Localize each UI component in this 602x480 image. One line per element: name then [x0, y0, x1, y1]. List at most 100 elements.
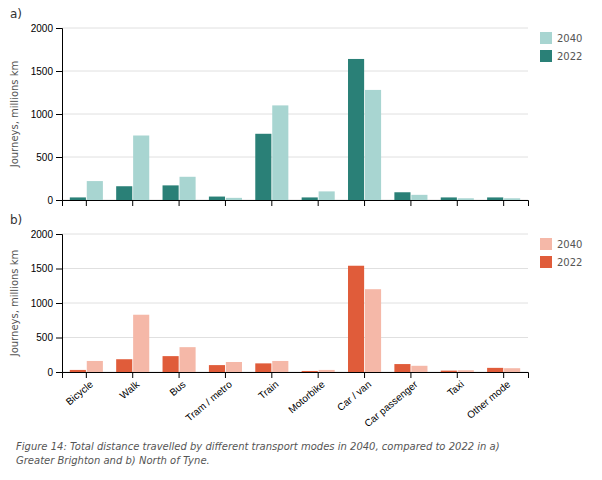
legend-item: 2040: [540, 32, 582, 44]
bar: [116, 359, 132, 372]
tick-mark: [503, 372, 504, 378]
tick-label: Bus: [167, 379, 187, 399]
tick-mark: [179, 372, 180, 378]
tick-label: 1000: [31, 109, 54, 120]
tick-mark: [457, 200, 458, 206]
caption: Greater Brighton and b) North of Tyne.: [16, 455, 210, 466]
tick-mark: [225, 372, 226, 378]
tick-mark: [503, 200, 504, 206]
tick-mark: [132, 200, 133, 206]
tick: [457, 200, 458, 206]
bar: [255, 363, 271, 372]
bar: [272, 105, 288, 200]
tick-label: Bicycle: [64, 378, 96, 407]
subplot: 0500100015002000a)Journeys, millions km2…: [9, 7, 582, 206]
tick: Taxi: [445, 372, 466, 398]
tick-mark: [364, 372, 365, 378]
legend-item: 2040: [540, 238, 582, 250]
tick: 0: [47, 195, 62, 206]
tick-mark: [364, 200, 365, 206]
tick-label: 500: [36, 152, 53, 163]
tick: Bicycle: [64, 372, 96, 407]
tick: 2000: [31, 229, 62, 240]
tick-mark: [56, 372, 62, 373]
chart-root: 0 500 1000 1500 2000 a) Journeys, millions km 2…: [0, 0, 602, 480]
grid-line: [62, 71, 528, 72]
tick: Other mode: [465, 372, 513, 421]
subplot: 0 500 1000 1500 2000 Bicycle Walk BusTram / met…: [9, 213, 582, 429]
grid-line: [62, 28, 528, 29]
bar: [226, 362, 242, 372]
tick: [179, 200, 180, 206]
legend-label: 2040: [557, 33, 582, 44]
tick: [503, 200, 504, 206]
bar: [180, 347, 196, 372]
tick: [364, 200, 365, 206]
legend-swatch: [540, 50, 552, 62]
grid-line: [62, 268, 528, 269]
bar: [116, 186, 132, 200]
tick-mark: [318, 200, 319, 206]
axis-line: [63, 373, 529, 379]
subplot-title: a): [10, 7, 22, 21]
tick-label: 500: [36, 332, 53, 343]
tick-mark: [410, 372, 411, 378]
bar: [70, 197, 86, 200]
bar-series: [70, 266, 503, 372]
bar: [70, 370, 86, 372]
tick: Tram / metro: [183, 372, 234, 423]
legend-swatch: [540, 256, 552, 268]
bars: [70, 266, 520, 372]
bar: [487, 368, 503, 372]
tick-label: Car passenger: [362, 378, 420, 429]
tick-mark: [86, 372, 87, 378]
tick-mark: [457, 372, 458, 378]
axis-line: [56, 235, 63, 373]
tick-mark: [271, 200, 272, 206]
tick-label: 1500: [31, 66, 54, 77]
tick-mark: [179, 200, 180, 206]
tick-label: Motorbike: [286, 378, 327, 415]
tick-mark: [410, 200, 411, 206]
tick-mark: [56, 28, 62, 29]
tick: Motorbike: [286, 372, 327, 415]
tick: Walk: [118, 372, 143, 401]
axis-title: Journeys, millions km: [9, 250, 20, 358]
grid-line: [62, 303, 528, 304]
tick-label: 1000: [31, 298, 54, 309]
tick-mark: [56, 200, 62, 201]
axis-line: [63, 201, 529, 207]
bar: [133, 315, 149, 372]
bar: [441, 197, 457, 200]
tick-label: 2000: [31, 23, 54, 34]
tick: 1500: [31, 66, 62, 77]
grid: [62, 234, 528, 372]
bar-series: [87, 289, 520, 372]
legend-item: 2022: [540, 256, 582, 268]
bar: [411, 366, 427, 372]
grid-line: [62, 114, 528, 115]
bar: [348, 266, 364, 372]
tick: 500: [36, 332, 62, 343]
tick: [225, 200, 226, 206]
grid-line: [62, 234, 528, 235]
bar: [441, 371, 457, 372]
tick-mark: [56, 338, 62, 339]
tick-mark: [56, 71, 62, 72]
tick: [132, 200, 133, 206]
axis-line: [56, 29, 63, 201]
bar: [163, 356, 179, 372]
bar: [365, 289, 381, 372]
tick-mark: [56, 114, 62, 115]
bar: [487, 197, 503, 200]
tick-label: Other mode: [465, 378, 513, 421]
bar: [348, 59, 364, 200]
tick: 0: [47, 367, 62, 378]
legend-label: 2040: [557, 239, 582, 250]
y-axis: 0 500 1000 1500 2000: [31, 229, 63, 378]
bar: [209, 197, 225, 200]
tick-label: Car / van: [335, 379, 373, 414]
tick-label: 1500: [31, 263, 54, 274]
bar: [504, 198, 520, 200]
grid: [62, 28, 528, 200]
